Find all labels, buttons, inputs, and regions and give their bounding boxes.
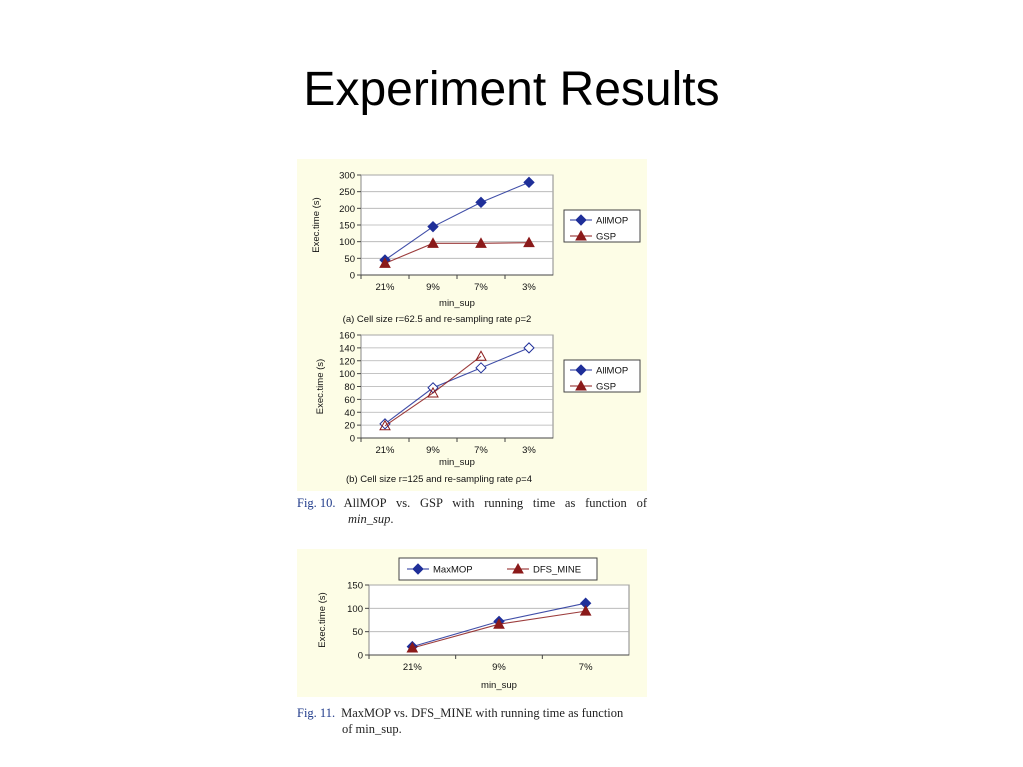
x-tick-label: 7% xyxy=(579,662,593,673)
figure-10-caption: Fig. 10. AllMOP vs. GSP with running tim… xyxy=(297,495,647,527)
data-point-allmop xyxy=(523,342,535,354)
series-line-allmop xyxy=(384,347,530,425)
legend-marker-allmop xyxy=(575,214,587,226)
chart-c: 0 50 100 150 21% 9% 7% Exec.time (s) min_sup MaxM… xyxy=(317,557,630,691)
y-tick-label: 50 xyxy=(352,627,363,638)
x-axis-label: min_sup xyxy=(439,457,475,468)
legend-label-dfs_mine: DFS_MINE xyxy=(533,565,581,576)
figure-11-text: MaxMOP vs. DFS_MINE with running time as… xyxy=(341,706,624,720)
x-axis-label: min_sup xyxy=(481,680,517,691)
data-point-gsp xyxy=(475,350,487,361)
legend-marker-maxmop xyxy=(412,563,424,575)
figure-10-text-italic: min_sup xyxy=(348,512,391,526)
y-tick-label: 0 xyxy=(350,434,355,445)
legend-box xyxy=(398,557,598,581)
figure-10-text-end: . xyxy=(390,512,394,526)
y-tick-label: 160 xyxy=(339,331,355,342)
x-axis-label: min_sup xyxy=(439,298,475,309)
series-line-gsp xyxy=(384,355,482,427)
y-tick-label: 150 xyxy=(339,221,355,232)
x-tick-label: 21% xyxy=(375,445,395,456)
y-tick-label: 200 xyxy=(339,204,355,215)
data-point-allmop xyxy=(379,418,391,430)
x-tick-label: 9% xyxy=(426,282,440,293)
data-point-dfs_mine xyxy=(493,618,505,629)
series-line-allmop xyxy=(384,181,530,261)
data-point-gsp xyxy=(379,419,391,431)
data-point-allmop xyxy=(475,196,487,209)
y-tick-label: 250 xyxy=(339,187,355,198)
x-tick-label: 9% xyxy=(426,445,440,456)
y-tick-label: 40 xyxy=(344,408,355,419)
legend-box xyxy=(563,359,641,393)
x-tick-label: 21% xyxy=(403,662,423,673)
legend-marker-allmop xyxy=(575,364,587,376)
legend-label-gsp: GSP xyxy=(596,382,616,393)
x-tick-label: 21% xyxy=(375,282,395,293)
y-axis-label: Exec.time (s) xyxy=(315,359,326,414)
data-point-dfs_mine xyxy=(406,641,419,653)
y-tick-label: 300 xyxy=(339,171,355,182)
figure-10-text: AllMOP vs. GSP with running time as func… xyxy=(343,496,647,510)
x-tick-label: 3% xyxy=(522,445,536,456)
x-tick-label: 3% xyxy=(522,282,536,293)
y-tick-label: 140 xyxy=(339,343,355,354)
legend-label-allmop: AllMOP xyxy=(596,216,628,227)
legend-label-gsp: GSP xyxy=(596,232,616,243)
data-point-gsp xyxy=(427,386,439,398)
y-tick-label: 20 xyxy=(344,421,355,432)
data-point-allmop xyxy=(427,220,439,233)
y-axis-label: Exec.time (s) xyxy=(311,197,322,252)
legend-marker-gsp xyxy=(575,229,587,241)
x-tick-label: 7% xyxy=(474,445,488,456)
y-tick-label: 0 xyxy=(350,271,355,282)
y-tick-label: 80 xyxy=(344,382,355,393)
y-tick-label: 100 xyxy=(347,604,363,615)
y-tick-label: 150 xyxy=(347,581,363,592)
slide-title: Experiment Results xyxy=(303,63,720,116)
y-tick-label: 100 xyxy=(339,369,355,380)
x-tick-label: 9% xyxy=(492,662,506,673)
data-point-gsp xyxy=(523,236,535,248)
y-tick-label: 50 xyxy=(344,254,355,265)
y-tick-label: 60 xyxy=(344,395,355,406)
data-point-dfs_mine xyxy=(579,605,592,616)
figure-11-panel: 0 50 100 150 21% 9% 7% Exec.time (s) min_sup MaxM… xyxy=(297,549,647,697)
figure-10-panel: 0 50 100 150 200 250 300 21% 9% 7% 3% Exec.time (s)… xyxy=(297,159,647,491)
legend-box xyxy=(563,209,641,243)
legend-label-allmop: AllMOP xyxy=(596,366,628,377)
data-point-allmop xyxy=(523,176,535,189)
figure-10-label: Fig. 10. xyxy=(297,496,336,510)
data-point-allmop xyxy=(475,362,487,374)
figure-11-text-2: of min_sup. xyxy=(342,722,402,736)
chart-a: 0 50 100 150 200 250 300 21% 9% 7% 3% Exec.time (s)… xyxy=(311,171,641,325)
data-point-gsp xyxy=(475,237,487,248)
x-tick-label: 7% xyxy=(474,282,488,293)
legend-marker-dfs_mine xyxy=(512,562,524,574)
series-line-gsp xyxy=(384,242,530,264)
figure-11-label: Fig. 11. xyxy=(297,706,336,720)
y-tick-label: 100 xyxy=(339,237,355,248)
y-tick-label: 120 xyxy=(339,356,355,367)
legend-label-maxmop: MaxMOP xyxy=(433,565,473,576)
legend-marker-gsp xyxy=(575,379,587,391)
y-axis-label: Exec.time (s) xyxy=(317,592,328,647)
chart-caption: (b) Cell size r=125 and re-sampling rate… xyxy=(346,474,532,485)
figure-11-caption: Fig. 11. MaxMOP vs. DFS_MINE with runnin… xyxy=(297,705,647,737)
chart-caption: (a) Cell size r=62.5 and re-sampling rat… xyxy=(343,314,532,325)
y-tick-label: 0 xyxy=(358,651,363,662)
data-point-gsp xyxy=(379,257,391,268)
data-point-gsp xyxy=(427,237,439,248)
